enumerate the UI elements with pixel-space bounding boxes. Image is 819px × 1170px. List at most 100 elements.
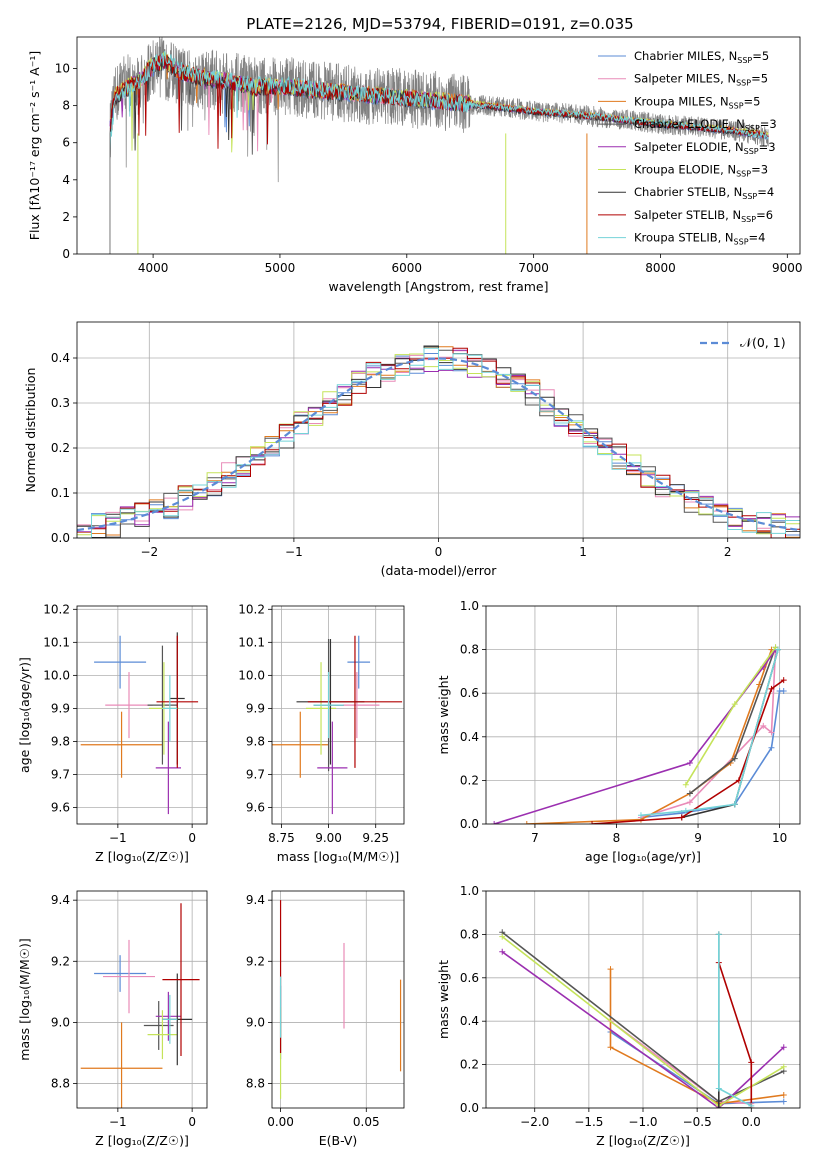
x-tick-label: 0.0 [742,1115,761,1129]
y-tick-label: 0.4 [51,351,70,365]
plot-area [77,345,800,538]
x-axis-label: age [log₁₀(age/yr)] [585,849,701,864]
y-tick-label: 0.4 [460,730,479,744]
x-tick-label: −0.5 [683,1115,712,1129]
y-tick-label: 0.6 [460,686,479,700]
x-tick-label: −1.0 [628,1115,657,1129]
normal-curve [77,357,800,532]
plot-area [80,903,200,1108]
errorbar-point [80,1022,163,1108]
y-tick-label: 0 [62,247,70,261]
x-tick-label: 2 [724,545,732,559]
y-tick-label: 0.2 [460,1058,479,1072]
axes-frame [485,605,801,825]
errorbar-point [143,1001,174,1050]
weight-line [718,962,753,1108]
y-tick-label: 9.6 [51,800,70,814]
weight-marker [491,821,498,824]
weight-marker [637,812,644,819]
x-tick-label: −1 [109,1115,127,1129]
y-tick-label: 9.2 [51,954,70,968]
weight-marker [715,1105,722,1108]
y-tick-label: 9.9 [246,701,265,715]
panel-spectrum: 4000 5000 6000 7000 8000 9000 0 2 4 6 8 10 wavelengt… [27,36,803,294]
y-tick-label: 1.0 [460,884,479,898]
errorbar-point [94,635,147,689]
x-tick-label: 1 [579,545,587,559]
x-tick-label: 8 [613,831,621,845]
y-tick-label: 9.0 [246,1015,265,1029]
panel-mass-vs-Z: −1 0 8.8 9.0 9.2 9.4 Z [log₁₀(Z/Z☉)] mass [log₁… [17,890,208,1148]
plot-area [109,37,769,254]
errorbar-point [307,635,403,768]
y-tick-label: 0.3 [51,396,70,410]
y-tick-label: 10.2 [238,602,265,616]
x-tick-label: 0 [435,545,443,559]
weight-marker [780,688,787,695]
axes-frame [271,605,405,825]
plot-area [279,900,402,1099]
errorbar-point [105,672,153,739]
weight-line [717,934,752,1107]
y-tick-label: 10.2 [43,602,70,616]
axes-frame [76,890,208,1109]
errorbar-point [347,635,371,689]
y-tick-label: 9.4 [246,893,265,907]
y-tick-label: 4 [62,173,70,187]
legend-label: Kroupa MILES, NSSP=5 [634,94,760,110]
plot-area [491,644,787,824]
x-tick-label: 5000 [265,261,296,275]
y-tick-label: 0.8 [460,927,479,941]
x-axis-label: E(B-V) [319,1133,358,1148]
errorbar-point [272,711,329,778]
legend-label: Salpeter ELODIE, NSSP=3 [634,140,776,156]
x-tick-label: 0 [188,831,196,845]
y-tick-label: 9.7 [51,767,70,781]
weight-marker [731,801,738,808]
errorbar-point [162,994,178,1044]
y-tick-label: 9.4 [51,893,70,907]
weight-marker [678,814,685,821]
legend-label: Kroupa ELODIE, NSSP=3 [634,163,768,179]
y-tick-label: 9.0 [51,1015,70,1029]
y-tick-label: 9.7 [246,767,265,781]
weight-marker [589,821,596,824]
legend-label: Kroupa STELIB, NSSP=4 [634,231,765,247]
y-tick-label: 0.2 [51,441,70,455]
x-axis-label: Z [log₁₀(Z/Z☉)] [596,1133,690,1148]
weight-marker [731,701,738,708]
y-tick-label: 0.0 [51,531,70,545]
weight-marker [715,1085,722,1092]
figure-title: PLATE=2126, MJD=53794, FIBERID=0191, z=0… [246,15,633,33]
plot-area [499,929,787,1108]
panel-mass-vs-ebv: 0.00 0.05 8.8 9.0 9.2 9.4 E(B-V) [246,890,405,1148]
y-tick-label: 10.1 [238,635,265,649]
weight-marker [686,759,693,766]
x-tick-label: 9.00 [315,831,342,845]
legend-label: Chabrier MILES, NSSP=5 [634,49,769,65]
y-tick-label: 0.6 [460,971,479,985]
weight-marker [686,790,693,797]
x-tick-label: 7 [531,831,539,845]
x-tick-label: −1 [109,831,127,845]
errorbar-point [147,645,178,765]
x-tick-label: 9000 [772,261,803,275]
y-tick-label: 0.4 [460,1014,479,1028]
weight-marker [774,646,781,653]
y-tick-label: 1.0 [460,599,479,613]
y-tick-label: 0.2 [460,773,479,787]
plot-area [272,635,403,815]
model-spectrum-line [109,50,769,152]
weight-marker [760,722,767,729]
weight-marker [768,685,775,692]
panel-weight-vs-Z: −2.0 −1.5 −1.0 −0.5 0.0 0.0 0.2 0.4 0.6 0.8 1.0 Z [… [436,884,801,1148]
legend-label: Chabrier ELODIE, NSSP=3 [634,117,777,133]
legend-label: Salpeter STELIB, NSSP=6 [634,208,773,224]
y-axis-label: mass weight [436,675,451,754]
weight-marker [780,1044,787,1051]
x-tick-label: 9 [694,831,702,845]
weight-marker [780,1098,787,1105]
errorbar-point [156,635,199,768]
x-axis-label: mass [log₁₀(M/M☉)] [277,849,399,864]
